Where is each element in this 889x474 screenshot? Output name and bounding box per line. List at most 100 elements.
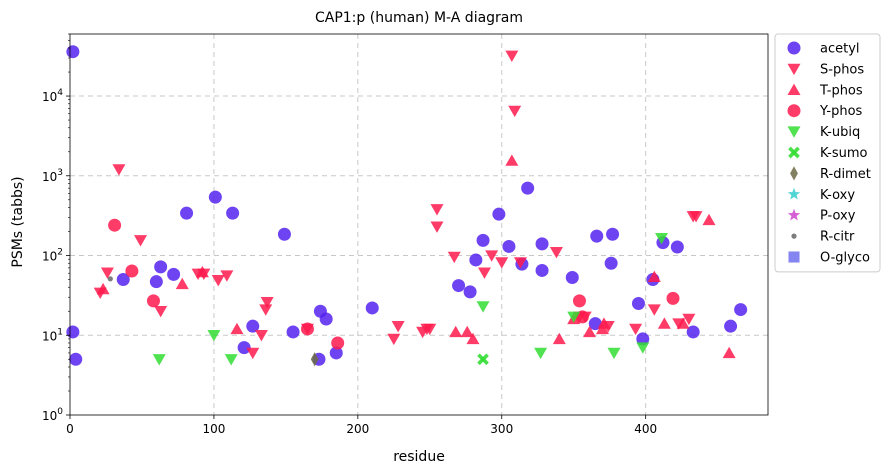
- data-points: [66, 45, 748, 367]
- legend-marker-r-citr: [791, 233, 797, 239]
- chart-title: CAP1:p (human) M-A diagram: [315, 10, 523, 26]
- point-t-phos: [466, 332, 480, 345]
- point-y-phos: [108, 218, 122, 232]
- point-s-phos: [134, 235, 148, 247]
- point-t-phos: [702, 213, 716, 226]
- legend-marker-o-glyco: [788, 251, 800, 263]
- point-s-phos: [112, 164, 126, 176]
- point-t-phos: [505, 154, 519, 166]
- y-tick-base: 10: [42, 170, 57, 184]
- y-tick-exponent: 4: [57, 88, 63, 98]
- point-y-phos: [146, 294, 160, 308]
- point-t-phos: [722, 346, 736, 359]
- point-s-phos: [211, 275, 225, 287]
- point-s-phos: [423, 323, 437, 336]
- point-k-ubiq: [224, 354, 238, 366]
- y-axis-label: PSMs (tabbs): [10, 176, 26, 267]
- x-tick-label: 400: [634, 422, 657, 436]
- point-t-phos: [460, 325, 474, 338]
- point-acetyl: [66, 325, 80, 339]
- point-s-phos: [254, 330, 268, 342]
- point-s-phos: [508, 105, 522, 118]
- legend-marker-p-oxy: [787, 208, 801, 221]
- legend-marker-k-ubiq: [787, 126, 801, 138]
- point-s-phos: [495, 257, 509, 269]
- point-t-phos: [583, 325, 597, 338]
- point-acetyl: [180, 206, 194, 220]
- point-s-phos: [246, 347, 260, 360]
- legend-label: K-ubiq: [820, 125, 860, 140]
- point-k-sumo: [477, 353, 489, 366]
- point-acetyl: [167, 267, 181, 281]
- point-acetyl: [476, 233, 490, 247]
- y-tick-label: 101: [42, 327, 63, 343]
- point-acetyl: [604, 256, 618, 270]
- point-s-phos: [549, 247, 563, 259]
- point-acetyl: [69, 352, 83, 366]
- point-s-phos: [513, 257, 527, 269]
- legend-label: Y-phos: [819, 104, 863, 119]
- point-acetyl: [237, 341, 251, 355]
- point-t-phos: [552, 332, 566, 345]
- point-acetyl: [492, 207, 506, 221]
- y-tick-label: 103: [42, 168, 63, 184]
- y-tick-label: 100: [42, 407, 63, 423]
- point-s-phos: [430, 221, 444, 233]
- y-tick-exponent: 2: [57, 248, 63, 258]
- point-k-ubiq: [207, 330, 221, 342]
- legend-marker-k-oxy: [787, 187, 801, 200]
- point-s-phos: [391, 320, 405, 333]
- y-tick-base: 10: [42, 250, 57, 264]
- point-acetyl: [246, 319, 260, 333]
- legend-marker-y-phos: [787, 104, 801, 118]
- point-y-phos: [666, 291, 680, 305]
- point-acetyl: [535, 263, 549, 277]
- point-k-ubiq: [655, 232, 669, 245]
- legend-label: S-phos: [820, 62, 864, 77]
- y-tick-base: 10: [42, 409, 57, 423]
- legend-label: T-phos: [819, 83, 863, 98]
- legend-marker-t-phos: [787, 83, 801, 95]
- point-acetyl: [329, 346, 343, 360]
- plot-frame: [69, 33, 769, 416]
- point-k-ubiq: [476, 301, 490, 313]
- point-t-phos: [676, 317, 690, 329]
- y-tick-exponent: 0: [57, 407, 63, 417]
- point-s-phos: [629, 323, 643, 336]
- point-acetyl: [724, 319, 738, 333]
- point-s-phos: [259, 304, 273, 316]
- point-k-ubiq: [534, 347, 548, 360]
- point-s-phos: [220, 270, 234, 282]
- point-s-phos: [485, 250, 499, 262]
- point-acetyl: [154, 260, 168, 274]
- legend-label: O-glyco: [820, 251, 870, 266]
- point-r-citr: [107, 276, 113, 282]
- point-k-ubiq: [607, 347, 621, 360]
- point-s-phos: [260, 296, 274, 309]
- legend-marker-r-dimet: [790, 166, 798, 181]
- point-acetyl: [66, 45, 80, 59]
- x-tick-label: 0: [66, 422, 74, 436]
- legend-marker-k-sumo: [788, 146, 800, 159]
- point-k-ubiq: [636, 342, 650, 354]
- point-k-ubiq: [567, 311, 581, 324]
- point-acetyl: [277, 227, 291, 241]
- point-s-phos: [505, 50, 519, 62]
- x-tick-label: 200: [346, 422, 369, 436]
- point-acetyl: [606, 227, 620, 241]
- point-y-phos: [125, 264, 139, 278]
- point-y-phos: [331, 336, 345, 350]
- point-s-phos: [154, 306, 168, 318]
- y-tick-base: 10: [42, 90, 57, 104]
- point-acetyl: [670, 240, 684, 254]
- point-acetyl: [734, 303, 748, 317]
- point-t-phos: [449, 325, 463, 338]
- point-acetyl: [469, 253, 483, 267]
- legend-marker-acetyl: [787, 41, 801, 55]
- point-acetyl: [365, 301, 379, 315]
- legend-label: R-citr: [820, 230, 855, 245]
- point-s-phos: [100, 267, 114, 279]
- point-acetyl: [590, 229, 604, 243]
